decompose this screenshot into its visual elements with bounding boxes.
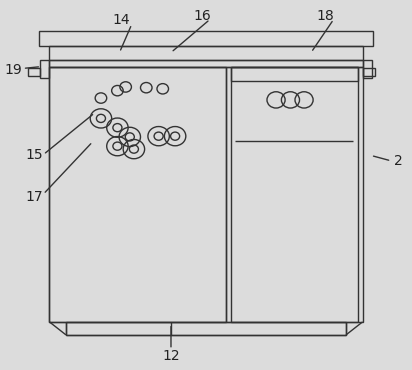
Bar <box>363 60 372 78</box>
Text: 18: 18 <box>316 9 335 23</box>
Text: 12: 12 <box>162 349 180 363</box>
Text: 15: 15 <box>25 148 42 162</box>
Bar <box>49 67 226 322</box>
Text: 16: 16 <box>193 9 211 23</box>
Bar <box>231 67 358 81</box>
Bar <box>40 60 49 78</box>
Bar <box>231 67 358 322</box>
Bar <box>39 31 373 46</box>
Bar <box>363 68 375 76</box>
Bar <box>49 60 363 67</box>
Bar <box>28 68 40 76</box>
Text: 2: 2 <box>394 154 403 168</box>
Bar <box>49 67 363 322</box>
Text: 14: 14 <box>113 13 130 27</box>
Text: 19: 19 <box>4 63 22 77</box>
Bar <box>66 322 346 335</box>
Bar <box>49 46 363 60</box>
Text: 17: 17 <box>25 190 42 204</box>
